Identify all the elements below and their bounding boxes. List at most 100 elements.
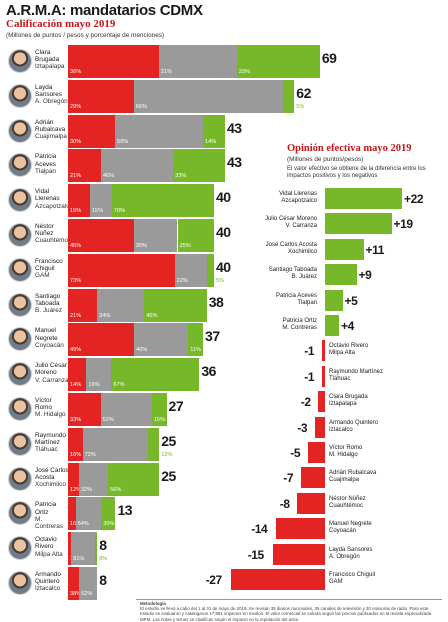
- pct-label-positive: 14%: [204, 138, 217, 145]
- name-text: Adrián Rubalcava: [35, 118, 66, 133]
- pct-label-neutral: 15%: [91, 208, 104, 215]
- pct-label-positive: 67%: [113, 382, 125, 389]
- bar-positive: [108, 462, 160, 496]
- pct-label-positive: 33%: [175, 173, 187, 180]
- name-text: Patricia Aceves: [275, 292, 317, 299]
- pct-label-neutral: 46%: [102, 173, 115, 180]
- name-text: Layda Sansores: [35, 83, 62, 98]
- pct-label-negative: 30%: [70, 138, 82, 145]
- avatar: [8, 571, 32, 595]
- politician-name: Patricia Aceves Tlalpan: [259, 293, 317, 307]
- pct-label-negative: 36%: [70, 69, 82, 75]
- name-text: Adrián Rubalcava: [329, 470, 377, 477]
- bar-positive: [325, 188, 402, 209]
- bar-positive: [202, 114, 225, 148]
- bar-neutral: [89, 184, 112, 218]
- bar-positive: [206, 253, 214, 287]
- borough-text: Xochimilco: [35, 481, 66, 488]
- bar-positive: [173, 149, 225, 183]
- politician-name: Francisco Chiguil GAM: [329, 572, 387, 586]
- divider: [136, 599, 442, 600]
- bar-positive: [111, 184, 214, 218]
- bar-neutral: [133, 219, 178, 252]
- borough-text: V. Carranza: [35, 376, 69, 384]
- bar-positive: [188, 323, 204, 357]
- borough-text: V. Carranza: [285, 223, 317, 230]
- pct-label-neutral: 56%: [117, 138, 129, 145]
- bar-positive: [282, 79, 295, 113]
- bar-negative: [68, 393, 101, 426]
- bar-negative: [276, 518, 325, 540]
- borough-text: Tlalpan: [297, 299, 317, 306]
- bar-negative: [321, 340, 325, 362]
- borough-text: Iztapalapa: [329, 401, 357, 408]
- bar-negative: [68, 45, 159, 78]
- name-text: Patricia Ortiz: [35, 501, 57, 516]
- pct-label-negative: 15%: [70, 208, 82, 215]
- units-note: (Millones de puntos / pesos y porcentaje…: [6, 32, 165, 39]
- bar-neutral: [75, 497, 102, 531]
- politician-name: Francisco Chiguil GAM: [35, 258, 69, 280]
- bar-neutral: [100, 393, 152, 426]
- total-value: 37: [205, 328, 220, 345]
- borough-text: Iztacalco: [329, 426, 353, 433]
- politician-name: Manuel Negrete Coyoacán: [35, 327, 69, 349]
- name-text: Francisco Chiguil: [35, 257, 63, 272]
- pct-label-positive: 15%: [153, 417, 165, 423]
- value-label: -27: [205, 573, 223, 587]
- bar-positive: [111, 358, 200, 392]
- pct-label-negative: 12%: [70, 486, 82, 493]
- name-text: Armando Quintero: [329, 419, 379, 426]
- borough-text: GAM: [329, 579, 343, 585]
- bar-negative: [68, 219, 134, 252]
- name-text: Octavio Rivero: [35, 536, 57, 551]
- pct-label-neutral: 34%: [99, 312, 111, 319]
- borough-text: Cuauhtémoc: [329, 502, 364, 509]
- methodology-text: El estudio se llevó a cabo del 1 al 31 d…: [140, 606, 432, 622]
- total-value: 36: [201, 363, 216, 380]
- politician-name: José Carlos Acosta Xochimilco: [35, 467, 69, 489]
- pct-label-negative: 29%: [70, 103, 82, 110]
- bar-negative: [272, 543, 325, 565]
- bar-positive: [236, 45, 320, 78]
- pct-label-neutral: 19%: [88, 382, 100, 389]
- name-text: Francisco Chiguil: [329, 572, 376, 578]
- opinion-title: Opinión efectiva mayo 2019: [287, 143, 412, 154]
- name-text: Raymundo Martínez: [35, 431, 66, 446]
- name-text: Manuel Negrete: [35, 327, 58, 342]
- avatar: [8, 501, 32, 526]
- avatar: [8, 188, 32, 213]
- bar-negative: [68, 532, 72, 566]
- bar-negative: [68, 253, 175, 287]
- bar-negative: [300, 467, 325, 489]
- bar-positive: [325, 264, 357, 286]
- avatar: [8, 257, 32, 282]
- pct-label-positive: 5%: [216, 277, 225, 284]
- avatar: [8, 362, 32, 387]
- bar-negative: [68, 323, 135, 357]
- politician-name: Clara Brugada Iztapalapa: [35, 49, 69, 71]
- bar-negative: [68, 184, 90, 218]
- avatar: [8, 327, 32, 352]
- bar-negative: [307, 442, 325, 463]
- value-label: +4: [341, 319, 354, 333]
- pct-label-negative: 38%: [70, 591, 82, 597]
- name-text: Vidal Llerenas: [35, 188, 60, 203]
- name-text: Santiago Taboada: [35, 292, 61, 307]
- name-text: Patricia Aceves: [35, 153, 57, 168]
- pct-label-positive: 5%: [296, 103, 305, 110]
- borough-text: Tláhuac: [35, 446, 58, 454]
- politician-name: Patricia Ortiz M. Contreras: [35, 501, 69, 530]
- name-text: José Carlos Acosta: [35, 466, 69, 481]
- pct-label-positive: 33%: [238, 69, 250, 75]
- bar-negative: [68, 114, 116, 148]
- borough-text: Iztapalapa: [35, 63, 65, 71]
- value-label: -14: [251, 522, 268, 537]
- value-label: +22: [404, 192, 424, 206]
- name-text: José Carlos Acosta: [265, 241, 317, 248]
- value-label: +11: [365, 242, 385, 257]
- pct-label-positive: 45%: [146, 312, 158, 319]
- avatar: [8, 431, 32, 456]
- politician-name: Julio César Moreno V. Carranza: [259, 216, 317, 230]
- politician-name: Armando Quintero Iztacalco: [329, 420, 387, 434]
